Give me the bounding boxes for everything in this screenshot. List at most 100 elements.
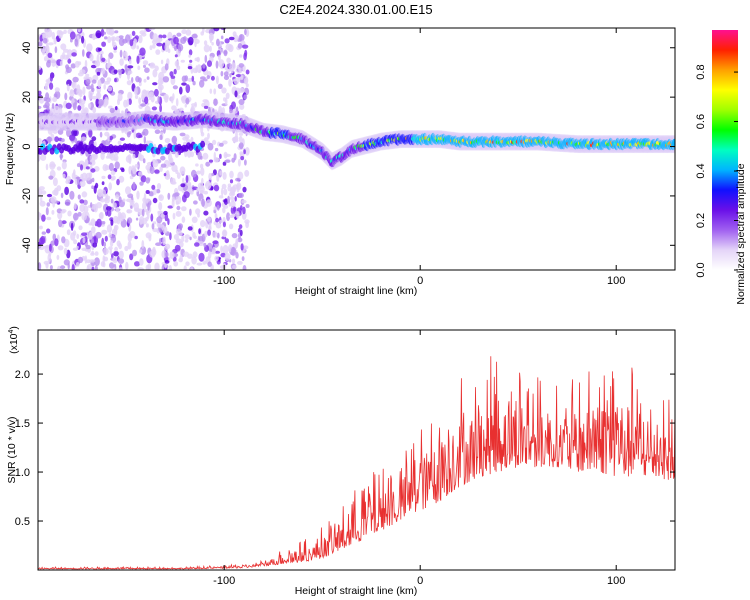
noise-mark	[241, 256, 245, 261]
noise-mark	[96, 127, 102, 131]
noise-mark	[155, 49, 161, 55]
noise-mark	[220, 245, 224, 253]
noise-mark	[117, 98, 120, 106]
noise-mark	[44, 82, 49, 91]
noise-mark	[150, 94, 155, 103]
noise-mark	[138, 171, 143, 176]
noise-mark	[41, 231, 46, 235]
noise-mark	[169, 71, 174, 77]
noise-mark	[91, 226, 96, 234]
noise-mark	[42, 33, 46, 37]
noise-mark	[226, 63, 231, 68]
noise-mark	[194, 41, 197, 48]
noise-mark	[104, 96, 109, 105]
colorbar-tick-label: 0.2	[695, 213, 707, 228]
colorbar-tick-label: 0.6	[695, 114, 707, 129]
noise-mark	[138, 152, 142, 161]
noise-mark	[43, 96, 47, 102]
noise-mark	[111, 253, 114, 259]
noise-mark	[213, 28, 220, 32]
noise-mark	[123, 51, 128, 58]
noise-mark	[139, 30, 146, 35]
noise-mark	[208, 106, 211, 116]
noise-mark	[117, 69, 123, 73]
noise-mark	[40, 154, 47, 161]
noise-mark	[145, 190, 150, 194]
noise-mark	[46, 28, 53, 38]
noise-mark	[212, 249, 216, 254]
noise-mark	[176, 65, 181, 71]
noise-mark	[175, 98, 179, 107]
noise-mark	[221, 187, 224, 196]
noise-mark	[212, 240, 219, 245]
noise-mark	[65, 66, 72, 74]
noise-mark	[94, 257, 100, 266]
noise-mark	[171, 135, 178, 144]
noise-mark	[209, 35, 213, 44]
noise-mark	[95, 30, 102, 39]
noise-mark	[106, 28, 112, 35]
noise-mark	[179, 86, 183, 95]
noise-mark	[152, 69, 158, 78]
colorbar: 0.0 0.2 0.4 0.6 0.8 Normalized spectral ampl…	[695, 30, 747, 305]
noise-mark	[72, 230, 77, 236]
noise-mark	[194, 242, 200, 247]
noise-mark	[236, 182, 242, 191]
y-tick-label: 0.5	[15, 516, 30, 528]
noise-mark	[96, 218, 102, 228]
noise-mark	[185, 97, 190, 105]
noise-mark	[173, 234, 179, 240]
noise-mark	[164, 137, 171, 144]
noise-mark	[183, 251, 190, 257]
noise-mark	[208, 159, 214, 163]
noise-mark	[203, 242, 207, 248]
noise-mark	[140, 103, 147, 107]
noise-mark	[59, 60, 63, 67]
noise-mark	[142, 90, 148, 95]
noise-mark	[209, 88, 213, 94]
noise-mark	[182, 177, 185, 184]
colorbar-tick-label: 0.0	[695, 262, 707, 277]
noise-mark	[91, 136, 97, 142]
noise-mark	[174, 192, 180, 197]
noise-mark	[148, 28, 156, 31]
noise-mark	[180, 59, 185, 63]
noise-mark	[125, 186, 131, 195]
snr-scale-label: (x104)	[8, 326, 20, 354]
noise-mark	[142, 60, 149, 66]
noise-mark	[195, 124, 201, 128]
noise-mark	[139, 216, 145, 225]
noise-mark	[244, 169, 250, 177]
noise-mark	[109, 240, 114, 247]
noise-mark	[196, 170, 201, 175]
noise-mark	[41, 214, 46, 222]
noise-mark	[240, 243, 244, 251]
y-tick-label: 0	[21, 143, 33, 149]
noise-mark	[181, 206, 187, 212]
noise-mark	[84, 158, 89, 166]
noise-mark	[138, 34, 143, 44]
noise-mark	[202, 260, 207, 265]
noise-mark	[141, 240, 145, 249]
noise-mark	[91, 177, 95, 183]
noise-mark	[148, 191, 154, 197]
noise-mark	[237, 158, 241, 167]
noise-mark	[104, 165, 110, 171]
noise-mark	[147, 202, 150, 211]
colorbar-tick-label: 0.4	[695, 163, 707, 178]
noise-mark	[158, 202, 163, 211]
noise-mark	[100, 151, 105, 160]
noise-mark	[117, 140, 122, 145]
noise-mark	[220, 70, 224, 77]
noise-mark	[206, 75, 210, 80]
noise-mark	[227, 195, 231, 204]
noise-mark	[220, 35, 224, 40]
noise-mark	[109, 262, 115, 269]
noise-mark	[222, 230, 227, 238]
noise-mark	[208, 172, 212, 181]
noise-mark	[200, 220, 206, 228]
noise-mark	[148, 235, 152, 242]
noise-mark	[191, 103, 197, 107]
noise-mark	[180, 183, 186, 188]
noise-mark	[45, 163, 49, 171]
